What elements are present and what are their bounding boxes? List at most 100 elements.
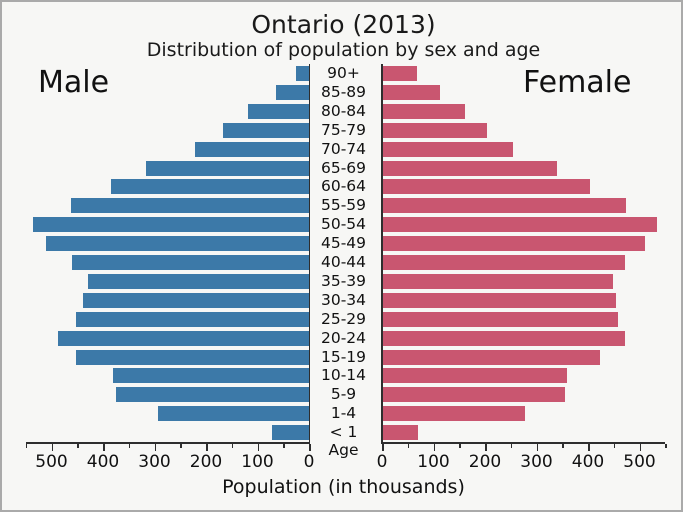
x-tick-label: 100 bbox=[241, 452, 274, 472]
female-x-axis bbox=[382, 441, 666, 444]
x-axis-tick bbox=[25, 443, 28, 448]
male-bar bbox=[71, 255, 309, 270]
male-bar bbox=[76, 311, 309, 327]
male-bar bbox=[222, 122, 309, 138]
x-axis-tick bbox=[407, 443, 410, 448]
female-bar bbox=[382, 292, 617, 308]
x-axis-tick bbox=[206, 443, 208, 451]
female-bar bbox=[382, 406, 525, 422]
age-group-label: 15-19 bbox=[320, 347, 367, 366]
x-tick-label: 0 bbox=[376, 452, 388, 472]
female-bar bbox=[382, 330, 625, 346]
male-series-label: Male bbox=[38, 65, 110, 100]
chart-subtitle: Distribution of population by sex and ag… bbox=[146, 39, 541, 61]
age-group-label: 80-84 bbox=[320, 101, 367, 120]
age-group-label: 5-9 bbox=[330, 385, 357, 404]
female-bar bbox=[382, 387, 565, 403]
x-tick-label: 300 bbox=[520, 452, 553, 472]
female-bar bbox=[382, 141, 514, 157]
male-bar bbox=[45, 236, 309, 252]
female-bar bbox=[382, 103, 466, 119]
chart-title: Ontario (2013) bbox=[251, 10, 436, 39]
female-bar bbox=[382, 368, 567, 384]
x-axis-tick bbox=[536, 443, 538, 451]
male-bar bbox=[276, 84, 309, 100]
x-axis-tick bbox=[283, 443, 285, 448]
male-bar bbox=[295, 66, 309, 81]
x-tick-label: 0 bbox=[303, 452, 315, 472]
x-axis-tick bbox=[382, 443, 384, 451]
female-bar bbox=[382, 255, 625, 270]
age-group-label: 1-4 bbox=[330, 404, 357, 423]
x-axis-tick bbox=[433, 443, 435, 451]
x-axis-tick bbox=[51, 443, 53, 451]
male-bar bbox=[32, 217, 309, 233]
x-axis-tick bbox=[154, 443, 156, 451]
age-axis-label: Age bbox=[328, 441, 359, 459]
male-bar bbox=[76, 349, 309, 365]
x-axis-tick bbox=[588, 443, 590, 451]
x-tick-label: 100 bbox=[417, 452, 450, 472]
x-axis-tick bbox=[562, 443, 564, 448]
age-group-label: 30-34 bbox=[320, 290, 367, 309]
x-axis-tick bbox=[231, 443, 234, 448]
female-bar bbox=[382, 217, 657, 233]
male-bar bbox=[111, 179, 309, 195]
female-bar bbox=[382, 122, 487, 138]
x-tick-label: 200 bbox=[468, 452, 502, 472]
female-bar bbox=[382, 273, 613, 289]
x-axis-tick bbox=[309, 443, 311, 451]
age-group-label: 25-29 bbox=[320, 309, 367, 328]
age-group-label: 10-14 bbox=[320, 366, 367, 385]
female-bar bbox=[382, 66, 417, 81]
x-axis-tick bbox=[459, 443, 461, 448]
female-bar bbox=[382, 349, 600, 365]
female-bar bbox=[382, 179, 591, 195]
age-group-label: 35-39 bbox=[320, 271, 367, 290]
male-bar bbox=[194, 141, 309, 157]
age-group-label: < 1 bbox=[329, 423, 358, 442]
male-axis-spine bbox=[308, 64, 310, 444]
female-axis-spine bbox=[381, 64, 383, 444]
age-group-label: 65-69 bbox=[320, 158, 367, 177]
x-axis-tick bbox=[180, 443, 182, 448]
age-group-label: 55-59 bbox=[320, 196, 367, 215]
male-bar bbox=[70, 198, 309, 214]
age-group-label: 40-44 bbox=[320, 253, 367, 271]
x-axis-tick bbox=[103, 443, 105, 451]
x-axis-tick bbox=[510, 443, 513, 448]
male-bar bbox=[58, 330, 309, 346]
male-bar bbox=[146, 160, 309, 176]
x-tick-label: 500 bbox=[623, 452, 656, 472]
x-tick-label: 400 bbox=[86, 452, 120, 472]
male-bar bbox=[87, 273, 309, 289]
male-bar bbox=[82, 292, 309, 308]
age-group-label: 75-79 bbox=[320, 120, 367, 139]
age-group-label: 90+ bbox=[327, 64, 360, 82]
male-bar bbox=[115, 387, 309, 403]
x-axis-title: Population (in thousands) bbox=[222, 476, 465, 498]
female-bar bbox=[382, 311, 619, 327]
x-axis-tick bbox=[639, 443, 641, 451]
male-bar bbox=[113, 368, 309, 384]
female-series-label: Female bbox=[523, 65, 632, 100]
age-group-label: 45-49 bbox=[320, 234, 367, 253]
x-axis-tick bbox=[665, 443, 667, 448]
female-bar bbox=[382, 198, 627, 214]
x-axis-tick bbox=[128, 443, 131, 448]
age-group-label: 70-74 bbox=[320, 139, 367, 158]
female-bar bbox=[382, 425, 418, 441]
female-bar bbox=[382, 160, 558, 176]
x-axis-tick bbox=[77, 443, 79, 448]
age-group-label: 85-89 bbox=[320, 82, 367, 101]
female-bar bbox=[382, 84, 441, 100]
x-axis-tick bbox=[257, 443, 259, 451]
male-bar bbox=[247, 103, 309, 119]
x-axis-tick bbox=[613, 443, 616, 448]
male-bar bbox=[271, 425, 309, 441]
x-tick-label: 500 bbox=[35, 452, 68, 472]
x-tick-label: 300 bbox=[138, 452, 171, 472]
male-x-axis bbox=[25, 441, 309, 444]
age-group-label: 60-64 bbox=[320, 177, 367, 196]
